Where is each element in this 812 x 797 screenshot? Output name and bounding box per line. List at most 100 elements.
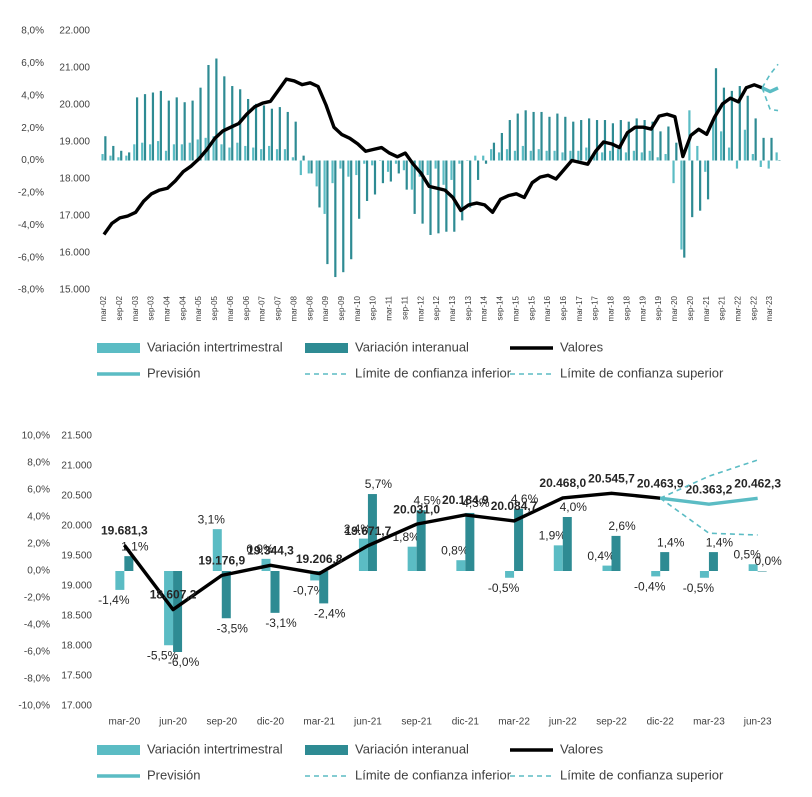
legend-label: Variación intertrimestral	[147, 339, 283, 354]
bar	[616, 149, 620, 161]
bar	[434, 160, 437, 169]
line-value-label: 20.031,0	[393, 502, 440, 516]
bar-value-label: 0,5%	[733, 547, 761, 561]
x-tick-label: sep-22	[596, 717, 627, 728]
bar	[524, 110, 527, 161]
bar	[529, 150, 532, 161]
bar	[770, 137, 773, 161]
bar-value-label: 0,0%	[754, 554, 782, 568]
bar	[319, 571, 329, 604]
bar	[283, 149, 287, 161]
bar	[484, 160, 488, 164]
bar	[458, 160, 461, 164]
bar	[767, 160, 770, 169]
bar	[294, 121, 297, 161]
bar	[762, 137, 765, 161]
y-tick-label: -2,0%	[24, 593, 50, 604]
bar-value-label: -0,7%	[293, 584, 325, 598]
bar	[691, 160, 694, 218]
bar	[358, 538, 368, 571]
line	[102, 77, 763, 236]
x-tick-label: sep-22	[749, 295, 758, 320]
legend-label: Límite de confianza superior	[560, 365, 724, 380]
y2-tick-label: 21.000	[61, 461, 92, 472]
bar	[426, 160, 429, 176]
bar	[315, 160, 318, 187]
x-tick-label: sep-06	[242, 295, 251, 320]
bar	[569, 150, 572, 161]
bar	[156, 141, 160, 161]
line-value-label: 20.363,2	[686, 482, 733, 496]
bar	[746, 95, 749, 161]
legend-swatch	[97, 343, 140, 353]
line-value-label: 19.681,3	[101, 523, 148, 537]
bar	[389, 160, 392, 182]
x-tick-label: mar-04	[163, 295, 172, 321]
bar	[708, 552, 718, 571]
y-tick-label: -4,0%	[24, 620, 50, 631]
line-value-label: 20.462,3	[734, 476, 781, 490]
bar-value-label: -3,5%	[217, 621, 249, 635]
bar	[347, 160, 350, 177]
line-value-label: 20.184,9	[442, 493, 489, 507]
bar	[252, 147, 255, 161]
bar	[748, 564, 758, 571]
bar-value-label: 1,9%	[539, 529, 567, 543]
bar	[577, 150, 580, 161]
bar	[508, 120, 511, 161]
x-tick-label: sep-20	[206, 717, 237, 728]
bar	[373, 160, 377, 195]
line	[761, 63, 779, 89]
x-tick-label: sep-05	[210, 295, 219, 320]
bar	[405, 160, 408, 190]
bar	[416, 510, 426, 571]
x-tick-label: mar-21	[303, 717, 335, 728]
bar	[553, 150, 556, 161]
bar	[453, 160, 456, 232]
bar	[699, 571, 709, 578]
y2-tick-label: 15.000	[59, 285, 90, 296]
bar	[318, 160, 321, 208]
line-value-label: 20.084,7	[491, 499, 538, 513]
x-tick-label: mar-15	[511, 295, 520, 321]
bar	[188, 142, 191, 161]
bar	[410, 160, 413, 190]
x-tick-label: mar-10	[353, 295, 362, 321]
x-tick-label: dic-22	[647, 717, 675, 728]
bar	[651, 121, 654, 161]
x-tick-label: dic-21	[452, 717, 480, 728]
x-tick-label: sep-17	[591, 295, 600, 320]
y2-tick-label: 19.500	[61, 551, 92, 562]
bar	[664, 154, 667, 161]
bar	[572, 121, 575, 161]
line-value-label: 19.344,3	[247, 544, 294, 558]
x-tick-label: mar-08	[289, 295, 298, 321]
y2-tick-label: 18.000	[59, 174, 90, 185]
bar	[125, 155, 128, 161]
line	[761, 87, 779, 112]
bar	[743, 129, 747, 161]
x-tick-label: mar-11	[385, 295, 394, 320]
bar	[207, 64, 210, 161]
bar	[196, 139, 199, 161]
y2-tick-label: 18.500	[61, 611, 92, 622]
bar	[627, 121, 630, 161]
bar-value-label: -6,0%	[168, 655, 200, 669]
bar	[759, 160, 762, 167]
bar	[656, 157, 659, 161]
x-tick-label: sep-04	[178, 295, 187, 320]
x-tick-label: jun-23	[743, 717, 772, 728]
bar	[228, 147, 231, 161]
bar	[751, 154, 754, 161]
x-tick-label: mar-18	[607, 295, 616, 321]
bar	[540, 111, 543, 161]
bar-value-label: -0,5%	[683, 581, 715, 595]
bar	[128, 152, 131, 161]
y-tick-label: -8,0%	[24, 674, 50, 685]
x-tick-label: mar-21	[702, 295, 711, 321]
bar	[268, 145, 271, 161]
x-tick-label: sep-12	[432, 295, 441, 320]
bar	[516, 113, 519, 161]
legend-label: Previsión	[147, 767, 200, 782]
bar-value-label: -3,1%	[265, 616, 297, 630]
